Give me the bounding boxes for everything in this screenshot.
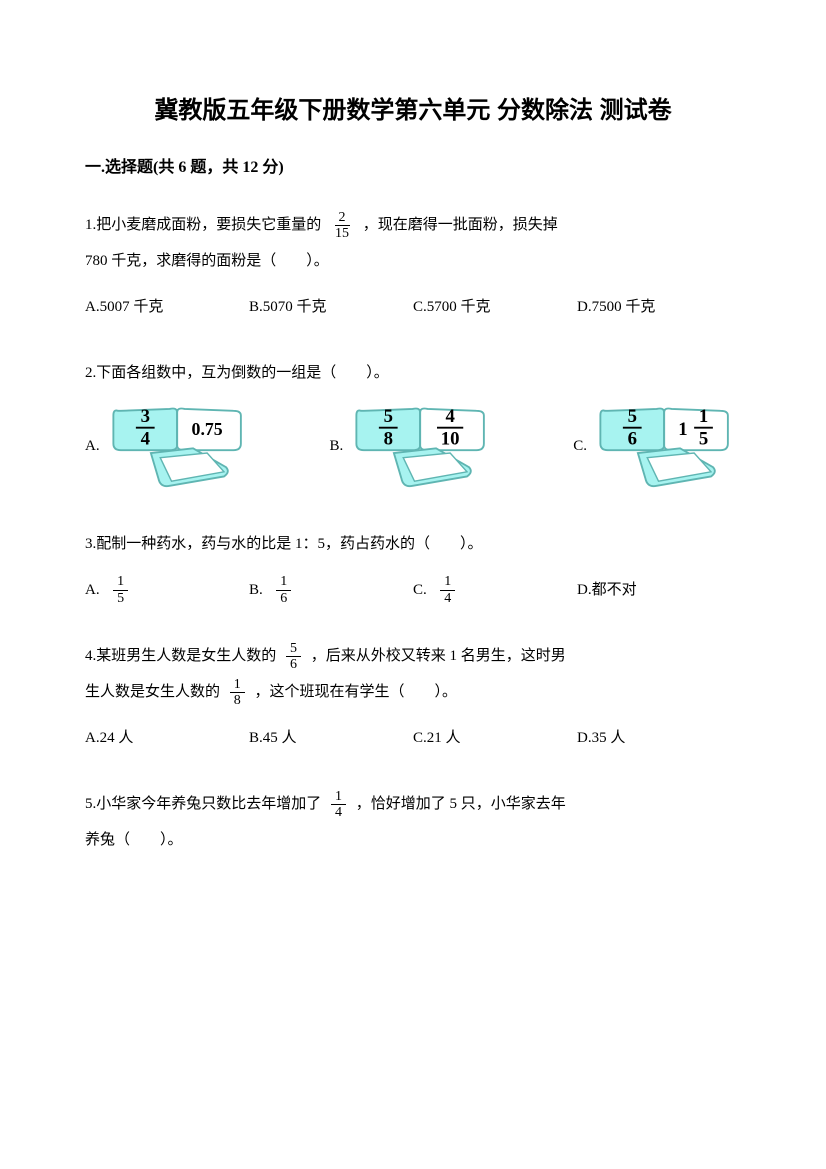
section-header: 一.选择题(共 6 题，共 12 分) xyxy=(85,153,741,177)
q5-text: 5.小华家今年养兔只数比去年增加了 1 4 ，恰好增加了 5 只，小华家去年 养… xyxy=(85,786,741,858)
svg-text:1: 1 xyxy=(699,406,708,427)
q4-line2a: 生人数是女生人数的 xyxy=(85,684,220,700)
section-count: 共 6 题，共 12 分 xyxy=(158,159,278,176)
q4-optA[interactable]: A.24 人 xyxy=(85,720,249,756)
book-icon-a: 3 4 0.75 xyxy=(104,401,254,491)
q2-options: A. 3 4 0.75 B. 5 xyxy=(85,401,741,491)
q3-optA[interactable]: A. 1 5 xyxy=(85,572,249,608)
svg-text:3: 3 xyxy=(140,406,149,427)
question-3: 3.配制一种药水，药与水的比是 1：5，药占药水的（ ）。 A. 1 5 B. … xyxy=(85,526,741,608)
svg-text:0.75: 0.75 xyxy=(191,419,222,439)
q4-line2b: ，这个班现在有学生（ ）。 xyxy=(255,684,458,700)
q2-optB[interactable]: B. 5 8 4 10 xyxy=(330,401,498,491)
svg-text:6: 6 xyxy=(628,429,637,450)
q4-frac2: 1 8 xyxy=(230,677,245,709)
question-4: 4.某班男生人数是女生人数的 5 6 ，后来从外校又转来 1 名男生，这时男 生… xyxy=(85,638,741,756)
q4-line1a: 4.某班男生人数是女生人数的 xyxy=(85,648,276,664)
q4-optB[interactable]: B.45 人 xyxy=(249,720,413,756)
q5-line1a: 5.小华家今年养兔只数比去年增加了 xyxy=(85,796,321,812)
q1-options: A.5007 千克 B.5070 千克 C.5700 千克 D.7500 千克 xyxy=(85,289,741,325)
svg-text:8: 8 xyxy=(384,429,393,450)
q4-frac1: 5 6 xyxy=(286,641,301,673)
page-title: 冀教版五年级下册数学第六单元 分数除法 测试卷 xyxy=(85,90,741,125)
q3-text: 3.配制一种药水，药与水的比是 1：5，药占药水的（ ）。 xyxy=(85,526,741,562)
q1-line1b: ，现在磨得一批面粉，损失掉 xyxy=(363,217,558,233)
q4-optD[interactable]: D.35 人 xyxy=(577,720,741,756)
q2-labelB: B. xyxy=(330,428,344,464)
q1-fraction: 2 15 xyxy=(331,210,353,242)
q1-optA[interactable]: A.5007 千克 xyxy=(85,289,249,325)
q3-options: A. 1 5 B. 1 6 C. 1 4 D.都不对 xyxy=(85,572,741,608)
q4-line1b: ，后来从外校又转来 1 名男生，这时男 xyxy=(311,648,566,664)
book-icon-b: 5 8 4 10 xyxy=(347,401,497,491)
book-icon-c: 5 6 1 1 5 xyxy=(591,401,741,491)
q2-text: 2.下面各组数中，互为倒数的一组是（ ）。 xyxy=(85,355,741,391)
svg-text:1: 1 xyxy=(678,419,687,440)
q3-fracB: 1 6 xyxy=(276,574,291,606)
q1-optD[interactable]: D.7500 千克 xyxy=(577,289,741,325)
q3-fracC: 1 4 xyxy=(440,574,455,606)
q3-optD[interactable]: D.都不对 xyxy=(577,572,741,608)
q2-optA[interactable]: A. 3 4 0.75 xyxy=(85,401,254,491)
svg-text:4: 4 xyxy=(140,429,150,450)
q1-optB[interactable]: B.5070 千克 xyxy=(249,289,413,325)
q3-optC[interactable]: C. 1 4 xyxy=(413,572,577,608)
svg-text:5: 5 xyxy=(699,429,708,450)
q4-optC[interactable]: C.21 人 xyxy=(413,720,577,756)
q1-optC[interactable]: C.5700 千克 xyxy=(413,289,577,325)
svg-text:10: 10 xyxy=(441,429,460,450)
q1-text: 1.把小麦磨成面粉，要损失它重量的 2 15 ，现在磨得一批面粉，损失掉 780… xyxy=(85,207,741,279)
q4-text: 4.某班男生人数是女生人数的 5 6 ，后来从外校又转来 1 名男生，这时男 生… xyxy=(85,638,741,710)
svg-text:5: 5 xyxy=(628,406,637,427)
svg-text:4: 4 xyxy=(446,406,456,427)
q3-fracA: 1 5 xyxy=(113,574,128,606)
question-2: 2.下面各组数中，互为倒数的一组是（ ）。 A. 3 4 0.75 B. xyxy=(85,355,741,491)
q5-fraction: 1 4 xyxy=(331,789,346,821)
section-name: 选择题 xyxy=(105,159,153,176)
q5-line1b: ，恰好增加了 5 只，小华家去年 xyxy=(356,796,566,812)
question-1: 1.把小麦磨成面粉，要损失它重量的 2 15 ，现在磨得一批面粉，损失掉 780… xyxy=(85,207,741,325)
section-num: 一 xyxy=(85,159,101,176)
q4-options: A.24 人 B.45 人 C.21 人 D.35 人 xyxy=(85,720,741,756)
q3-optB[interactable]: B. 1 6 xyxy=(249,572,413,608)
q2-optC[interactable]: C. 5 6 1 1 5 xyxy=(573,401,741,491)
question-5: 5.小华家今年养兔只数比去年增加了 1 4 ，恰好增加了 5 只，小华家去年 养… xyxy=(85,786,741,858)
svg-text:5: 5 xyxy=(384,406,393,427)
q5-line2: 养兔（ ）。 xyxy=(85,832,183,848)
q2-labelC: C. xyxy=(573,428,587,464)
q1-line1a: 1.把小麦磨成面粉，要损失它重量的 xyxy=(85,217,321,233)
q1-line2: 780 千克，求磨得的面粉是（ ）。 xyxy=(85,253,329,269)
q2-labelA: A. xyxy=(85,428,100,464)
